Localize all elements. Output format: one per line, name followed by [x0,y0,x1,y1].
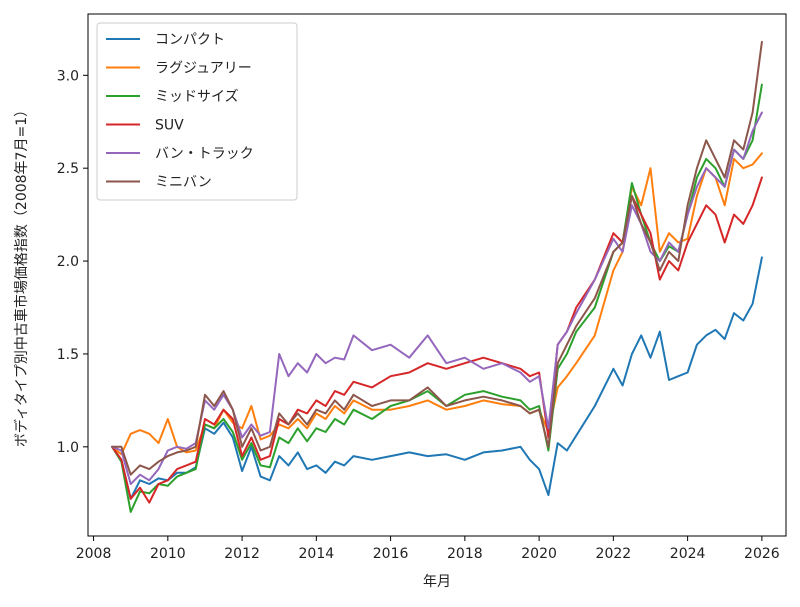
x-tick-label: 2026 [744,546,780,562]
y-tick-label: 2.0 [57,254,79,270]
legend-label: ミッドサイズ [155,89,239,105]
legend-label: ラグジュアリー [155,61,252,77]
series-line-3 [111,176,763,504]
legend-label: SUV [155,118,184,134]
y-tick-label: 1.5 [57,347,79,363]
x-tick-label: 2022 [596,546,632,562]
series-line-0 [111,256,763,500]
plot-frame [87,13,787,537]
x-axis-label: 年月 [423,574,451,590]
x-tick-label: 2014 [299,546,335,562]
legend-label: バン・トラック [155,146,254,162]
legend-label: ミニバン [155,175,212,191]
plot-area [111,40,763,513]
axes: 2008 2010 2012 2014 2016 2018 2020 2022 2024 2026… [57,13,787,562]
legend-box [96,22,298,201]
x-tick-label: 2008 [76,546,112,562]
x-tick-label: 2020 [521,546,557,562]
legend-label: コンパクト [155,32,225,48]
x-tick-label: 2018 [447,546,483,562]
x-tick-label: 2012 [224,546,260,562]
y-tick-label: 1.0 [57,440,79,456]
x-tick-label: 2016 [373,546,409,562]
series-line-5 [111,40,763,476]
y-tick-label: 3.0 [57,68,79,84]
y-axis-label: ボディタイプ別中古車市場価格指数（2008年7月=1） [13,103,30,447]
x-tick-label: 2010 [150,546,186,562]
y-tick-label: 2.5 [57,161,79,177]
x-tick-label: 2024 [670,546,706,562]
series-line-2 [111,83,763,513]
